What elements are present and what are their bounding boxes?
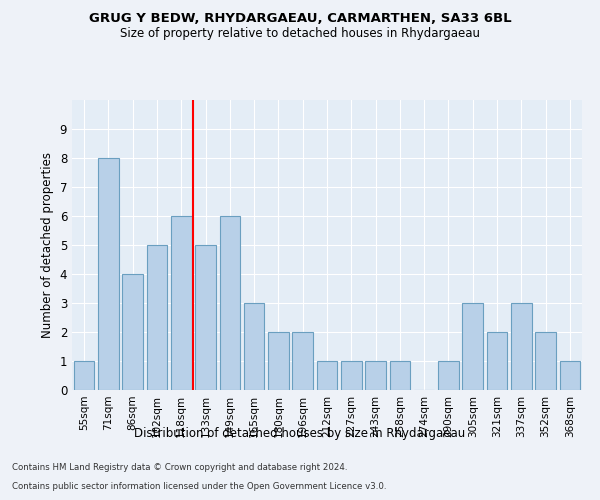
Bar [535,332,556,390]
Bar [560,361,580,390]
Bar [171,216,191,390]
Bar [341,361,362,390]
Text: Size of property relative to detached houses in Rhydargaeau: Size of property relative to detached ho… [120,28,480,40]
Bar [438,361,459,390]
Bar [122,274,143,390]
Bar [511,303,532,390]
Bar [292,332,313,390]
Text: GRUG Y BEDW, RHYDARGAEAU, CARMARTHEN, SA33 6BL: GRUG Y BEDW, RHYDARGAEAU, CARMARTHEN, SA… [89,12,511,26]
Bar [317,361,337,390]
Bar [389,361,410,390]
Y-axis label: Number of detached properties: Number of detached properties [41,152,54,338]
Bar [463,303,483,390]
Bar [365,361,386,390]
Text: Distribution of detached houses by size in Rhydargaeau: Distribution of detached houses by size … [134,428,466,440]
Bar [146,245,167,390]
Text: Contains public sector information licensed under the Open Government Licence v3: Contains public sector information licen… [12,482,386,491]
Bar [220,216,240,390]
Text: Contains HM Land Registry data © Crown copyright and database right 2024.: Contains HM Land Registry data © Crown c… [12,464,347,472]
Bar [244,303,265,390]
Bar [195,245,216,390]
Bar [487,332,508,390]
Bar [74,361,94,390]
Bar [268,332,289,390]
Bar [98,158,119,390]
